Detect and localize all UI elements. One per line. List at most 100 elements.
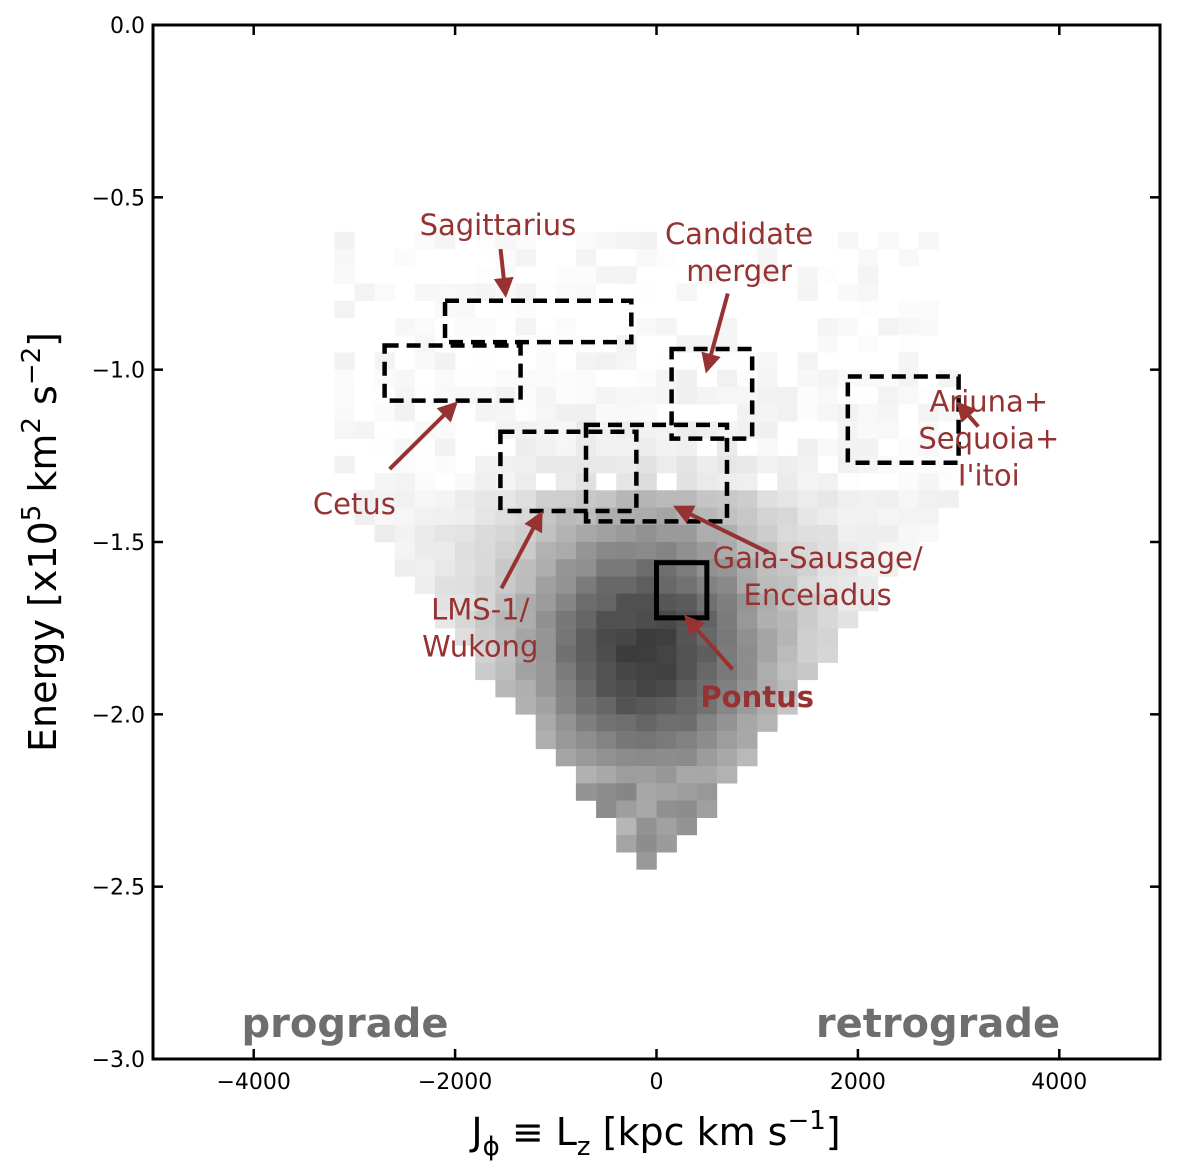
density-cell	[535, 645, 557, 663]
density-cell	[837, 283, 859, 301]
density-cell	[857, 266, 879, 284]
density-cell	[797, 524, 818, 543]
density-cell	[616, 714, 637, 732]
density-cell	[656, 662, 677, 681]
direction-labels: prograde retrograde	[242, 1001, 1061, 1047]
density-cell	[837, 524, 859, 543]
density-cell	[918, 386, 939, 405]
density-cell	[535, 714, 557, 732]
density-cell	[918, 300, 939, 319]
density-cell	[716, 490, 738, 508]
density-cell	[918, 473, 939, 491]
density-cell	[676, 679, 697, 698]
density-cell	[616, 679, 637, 698]
density-cell	[475, 352, 496, 370]
density-cell	[414, 524, 436, 543]
density-cell	[414, 559, 436, 577]
density-cell	[455, 473, 476, 491]
density-cell	[757, 593, 778, 612]
direction-label-left: prograde	[242, 1001, 449, 1047]
x-tick-label: −2000	[418, 1070, 492, 1095]
density-cell	[475, 369, 496, 388]
density-cell	[616, 386, 637, 405]
density-cell	[334, 455, 355, 474]
density-cell	[374, 438, 395, 457]
density-cell	[394, 507, 416, 525]
density-cell	[757, 507, 778, 525]
density-cell	[777, 455, 798, 474]
density-cell	[334, 249, 355, 267]
density-cell	[676, 628, 697, 646]
density-cell	[435, 507, 456, 525]
density-cell	[696, 473, 718, 491]
density-cell	[817, 318, 838, 336]
density-cell	[817, 404, 838, 422]
density-cell	[475, 283, 496, 301]
density-cell	[455, 524, 476, 543]
density-cell	[857, 386, 879, 405]
density-cell	[616, 610, 637, 629]
density-cell	[575, 610, 597, 629]
density-cell	[535, 455, 557, 474]
density-cell	[394, 421, 416, 439]
density-cell	[837, 542, 859, 560]
density-cell	[515, 576, 536, 594]
density-cell	[737, 386, 758, 405]
density-cell	[575, 697, 597, 715]
density-cell	[797, 628, 818, 646]
density-cell	[636, 852, 657, 870]
density-cell	[716, 576, 738, 594]
y-tick-label: −2.0	[92, 703, 145, 728]
density-cell	[696, 748, 718, 767]
density-cell	[596, 645, 617, 663]
density-cell	[898, 335, 919, 353]
density-cell	[535, 283, 557, 301]
density-cell	[515, 473, 536, 491]
density-cell	[656, 318, 677, 336]
density-cell	[596, 404, 617, 422]
density-cell	[414, 352, 436, 370]
density-cell	[757, 714, 778, 732]
density-cell	[716, 610, 738, 629]
density-cell	[334, 369, 355, 388]
y-tick-label: −1.0	[92, 359, 145, 384]
density-cell	[716, 593, 738, 612]
density-cell	[394, 369, 416, 388]
density-cell	[696, 800, 718, 818]
density-cell	[495, 369, 516, 388]
density-cell	[515, 593, 536, 612]
density-cell	[676, 817, 697, 836]
density-cell	[354, 283, 375, 301]
density-cell	[797, 610, 818, 629]
density-cell	[797, 559, 818, 577]
density-cell	[898, 249, 919, 267]
density-cell	[535, 662, 557, 681]
density-cell	[515, 318, 536, 336]
density-cell	[878, 231, 899, 250]
density-cell	[374, 369, 395, 388]
density-cell	[737, 369, 758, 388]
density-cell	[676, 783, 697, 801]
density-cell	[616, 559, 637, 577]
density-cell	[837, 610, 859, 629]
density-cell	[575, 748, 597, 767]
density-cell	[797, 490, 818, 508]
density-cell	[918, 421, 939, 439]
annotation-label-arjuna-sequoia-i-itoi: Arjuna+ Sequoia+ I'itoi	[918, 385, 1059, 493]
density-cell	[656, 679, 677, 698]
density-cell	[938, 249, 959, 267]
density-cell	[757, 697, 778, 715]
density-cell	[616, 766, 637, 784]
density-cell	[515, 249, 536, 267]
density-cell	[737, 748, 758, 767]
density-cell	[495, 645, 516, 663]
density-cell	[414, 490, 436, 508]
density-cell	[757, 352, 778, 370]
density-cell	[636, 610, 657, 629]
density-cell	[555, 645, 577, 663]
density-cell	[656, 731, 677, 750]
density-cell	[857, 438, 879, 457]
density-cell	[757, 231, 778, 250]
direction-label-right: retrograde	[816, 1001, 1060, 1047]
density-cell	[656, 645, 677, 663]
